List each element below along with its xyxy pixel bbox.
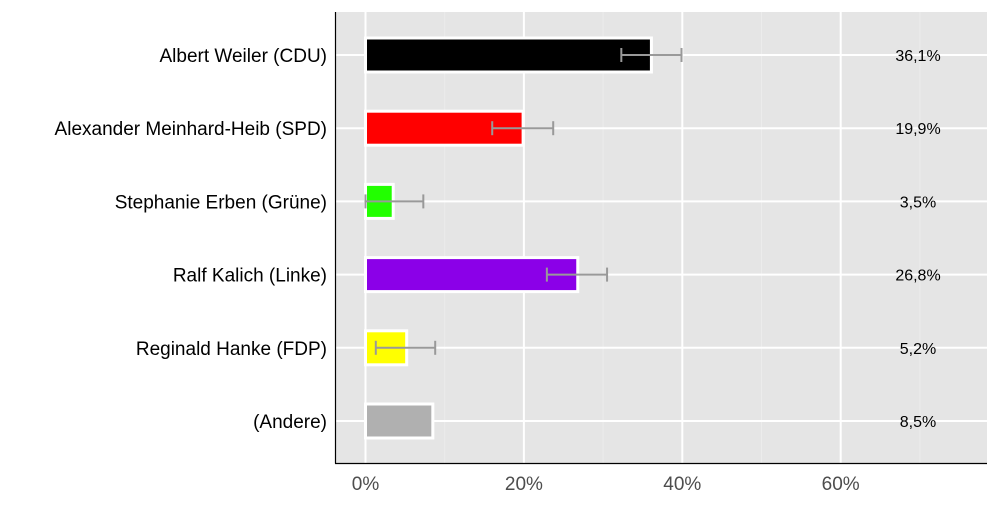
category-label: Albert Weiler (CDU)	[159, 46, 327, 67]
category-label: Reginald Hanke (FDP)	[136, 339, 327, 360]
value-label: 3,5%	[900, 194, 936, 211]
category-label: Stephanie Erben (Grüne)	[115, 192, 327, 213]
bar	[364, 36, 653, 74]
category-label: Alexander Meinhard-Heib (SPD)	[55, 119, 327, 140]
value-label: 19,9%	[895, 121, 940, 138]
x-tick-label: 20%	[505, 474, 543, 495]
value-label: 5,2%	[900, 341, 936, 358]
category-label: Ralf Kalich (Linke)	[173, 266, 327, 287]
value-label: 26,8%	[895, 268, 940, 285]
value-label: 36,1%	[895, 48, 940, 65]
error-bar	[545, 267, 609, 282]
value-label: 8,5%	[900, 414, 936, 431]
error-bar	[491, 121, 555, 136]
error-bar	[374, 340, 437, 355]
x-tick-label: 40%	[663, 474, 701, 495]
x-tick-label: 0%	[352, 474, 380, 495]
error-bar	[620, 48, 683, 62]
error-bar	[364, 194, 425, 209]
plot-background	[336, 12, 987, 463]
x-tick-label: 60%	[822, 474, 860, 495]
bar	[364, 402, 435, 440]
category-label: (Andere)	[253, 412, 327, 433]
